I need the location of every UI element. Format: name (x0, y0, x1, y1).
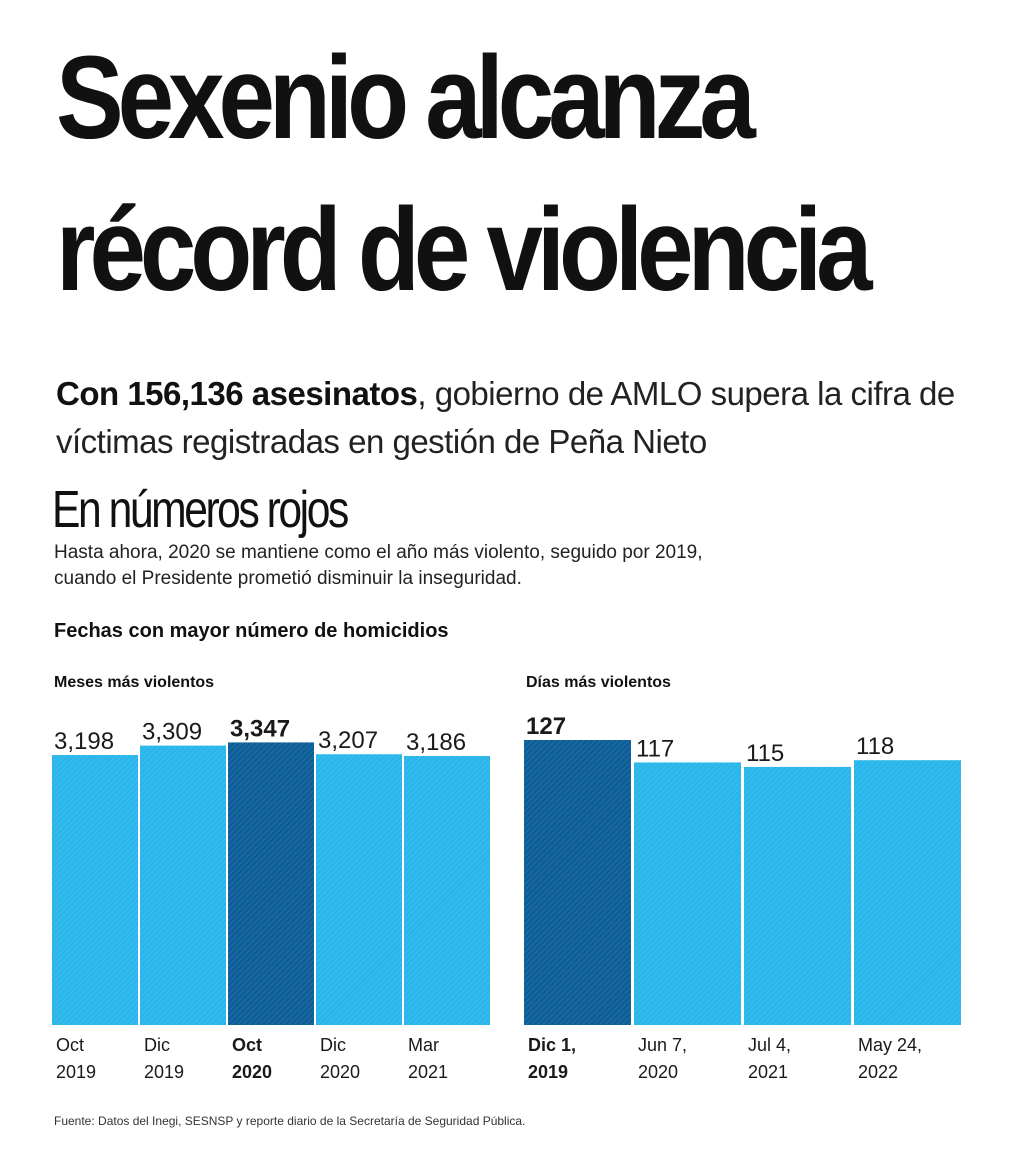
month-category-label: Dic (144, 1035, 170, 1055)
month-category-label: 2020 (320, 1062, 360, 1082)
month-value-label: 3,309 (142, 719, 202, 746)
day-bar-texture (524, 740, 631, 1025)
subheadline-bold: Con 156,136 asesinatos (56, 375, 418, 412)
section-title: En números rojos (52, 481, 349, 539)
day-value-label: 117 (636, 735, 674, 762)
day-bar-texture (744, 766, 851, 1025)
day-category-label: Jul 4, (748, 1035, 791, 1055)
day-category-label: 2020 (638, 1062, 678, 1082)
day-category-label: 2019 (528, 1062, 568, 1082)
headline-line-2: récord de violencia (56, 184, 873, 316)
subheadline: Con 156,136 asesinatos, gobierno de AMLO… (56, 370, 976, 466)
subheadline-rest: , gobierno de AMLO supera la cifra de ví… (56, 375, 955, 460)
headline: Sexenio alcanza récord de violencia (56, 22, 873, 326)
month-bar-texture (316, 754, 402, 1025)
month-category-label: 2020 (232, 1062, 272, 1082)
month-category-label: Oct (232, 1035, 262, 1055)
month-bar-texture (404, 756, 490, 1025)
month-bar-texture (52, 755, 138, 1025)
days-panel-title: Días más violentos (526, 674, 671, 691)
month-value-label: 3,198 (54, 728, 114, 755)
month-bar-texture (140, 745, 226, 1025)
source-note: Fuente: Datos del Inegi, SESNSP y report… (54, 1114, 526, 1128)
month-category-label: 2019 (56, 1062, 96, 1082)
day-value-label: 127 (526, 713, 566, 740)
month-value-label: 3,207 (318, 727, 378, 754)
day-category-label: Jun 7, (638, 1035, 687, 1055)
day-category-label: Dic 1, (528, 1035, 576, 1055)
month-category-label: Mar (408, 1035, 439, 1055)
months-panel-title: Meses más violentos (54, 674, 215, 691)
month-category-label: 2021 (408, 1062, 448, 1082)
month-bar-texture (228, 742, 314, 1025)
day-category-label: May 24, (858, 1035, 922, 1055)
month-category-label: 2019 (144, 1062, 184, 1082)
day-value-label: 115 (746, 740, 784, 767)
day-bar-texture (854, 760, 961, 1025)
headline-line-1: Sexenio alcanza (56, 32, 756, 164)
section-description: Hasta ahora, 2020 se mantiene como el añ… (54, 542, 703, 589)
day-category-label: 2022 (858, 1062, 898, 1082)
day-category-label: 2021 (748, 1062, 788, 1082)
month-category-label: Dic (320, 1035, 346, 1055)
month-category-label: Oct (56, 1035, 84, 1055)
month-value-label: 3,186 (406, 729, 466, 756)
day-bar-texture (634, 762, 741, 1025)
month-value-label: 3,347 (230, 715, 290, 742)
chart-heading: Fechas con mayor número de homicidios (54, 620, 449, 642)
day-value-label: 118 (856, 733, 894, 760)
